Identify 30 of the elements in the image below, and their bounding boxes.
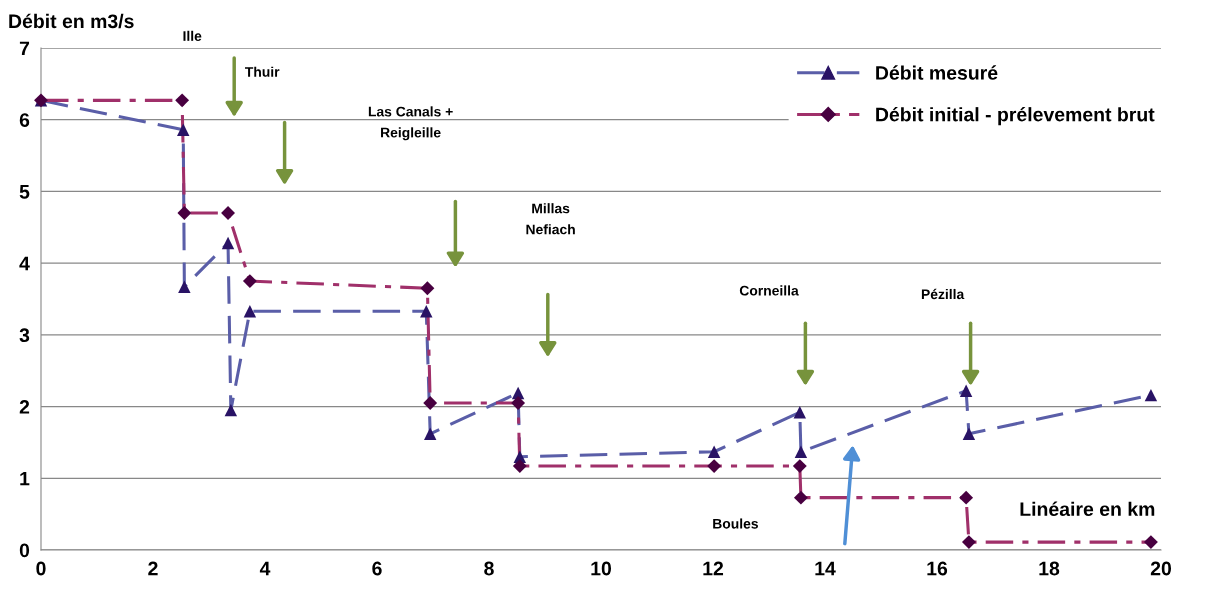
y-tick-label: 0 xyxy=(19,543,30,558)
x-tick-label: 12 xyxy=(703,561,724,576)
x-tick-label: 0 xyxy=(36,561,46,576)
y-tick-label: 7 xyxy=(19,41,30,56)
y-tick-label: 4 xyxy=(19,256,30,271)
annotation: Millas Nefiach xyxy=(526,203,575,235)
annotation: Boules xyxy=(713,518,758,529)
x-tick-label: 20 xyxy=(1150,561,1172,576)
annotation: Las Canals + Reigleille xyxy=(368,106,453,141)
legend-label: Débit initial - prélevement brut xyxy=(876,106,1155,126)
x-tick-label: 4 xyxy=(259,561,271,576)
y-tick-label: 2 xyxy=(19,400,30,414)
x-axis-title: Linéaire en km xyxy=(1020,501,1155,517)
y-tick-label: 6 xyxy=(19,113,30,127)
legend-label: Débit mesuré xyxy=(876,65,998,80)
annotation: Corneilla xyxy=(739,285,799,296)
text: Ille xyxy=(183,30,202,41)
x-tick-label: 10 xyxy=(591,561,612,576)
annotation: Thuir xyxy=(245,66,280,77)
y-tick-label: 3 xyxy=(19,328,30,343)
x-tick-label: 16 xyxy=(927,561,948,576)
x-tick-label: 2 xyxy=(148,561,158,576)
y-tick-label: 1 xyxy=(20,471,30,486)
y-axis-title: Débit en m3/s xyxy=(9,13,134,29)
x-tick-label: 6 xyxy=(372,561,382,576)
x-tick-label: 8 xyxy=(484,561,494,576)
x-tick-label: 14 xyxy=(815,561,836,576)
annotation: Pézilla xyxy=(921,288,965,300)
y-tick-label: 5 xyxy=(19,185,30,199)
x-tick-label: 18 xyxy=(1039,561,1060,576)
